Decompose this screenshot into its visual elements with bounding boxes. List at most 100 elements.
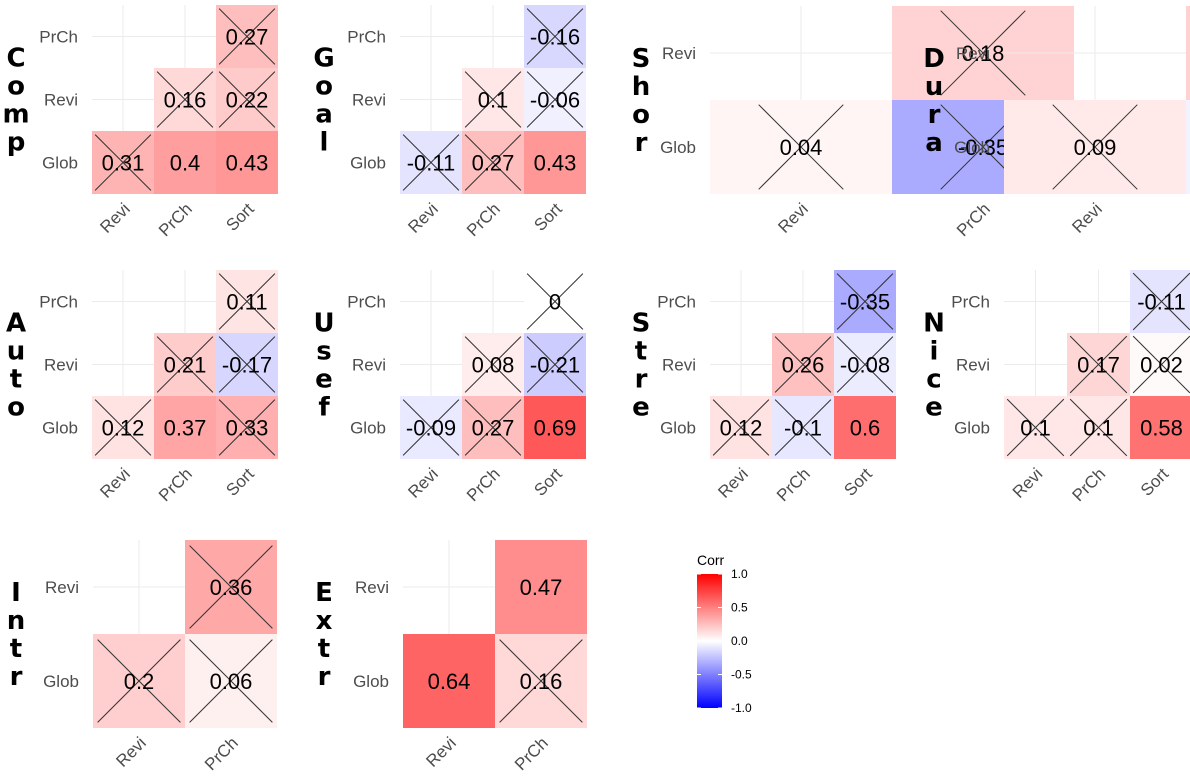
cell-label: 0.1 <box>478 88 509 113</box>
cell-label: 0.64 <box>428 669 471 694</box>
cell-label: 0.58 <box>1140 416 1183 441</box>
x-tick-label: PrCh <box>511 733 552 774</box>
cell-label: -0.1 <box>784 416 822 441</box>
cell-label: 0.06 <box>210 669 253 694</box>
panel-extr: 0.64 0.16 0.47 Glob Revi Revi PrCh E x t r <box>315 540 587 774</box>
cross-mark <box>940 10 1026 96</box>
cell-label: 0.04 <box>780 135 823 160</box>
heatmap-cell <box>1186 100 1190 194</box>
x-tick-label: PrCh <box>1069 464 1110 505</box>
cell-label: 0.12 <box>102 416 145 441</box>
cell-label: -0.35 <box>958 135 1008 160</box>
y-tick-label: PrCh <box>657 293 696 312</box>
panel-dura: 0.09-0.050.19GlobReviReviPrChDura <box>923 6 1190 237</box>
cross-mark <box>712 399 770 456</box>
legend-colorbar <box>697 574 722 708</box>
cell-label: 0.43 <box>534 151 577 176</box>
x-tick-label: PrCh <box>201 733 242 774</box>
cell-label: 0.11 <box>226 290 267 315</box>
cross-mark <box>189 545 273 629</box>
cross-mark <box>774 336 832 393</box>
cell-label: 0.43 <box>226 151 269 176</box>
cross-mark <box>836 336 894 393</box>
y-tick-label: PrCh <box>39 28 78 47</box>
cell-label: 0.26 <box>782 353 825 378</box>
x-tick-label: Revi <box>714 464 751 501</box>
x-tick-label: Revi <box>404 199 441 236</box>
heatmap-cell <box>495 540 587 634</box>
x-tick-label: Revi <box>96 464 133 501</box>
x-tick-label: Sort <box>840 464 876 500</box>
cross-mark <box>97 639 181 723</box>
cell-label: 0.4 <box>170 151 201 176</box>
heatmap-cell <box>524 396 586 459</box>
y-tick-label: Glob <box>660 138 696 157</box>
panel-nice: 0.1 0.1 0.58 0.17 0.02 -0.11 Glob Revi PrCh Revi P… <box>923 270 1190 505</box>
cross-mark <box>1006 398 1065 457</box>
cross-mark <box>94 134 152 191</box>
y-tick-label: Revi <box>662 356 696 375</box>
cell-label: -0.11 <box>1137 290 1186 315</box>
y-tick-label: Glob <box>43 672 79 691</box>
heatmap-cell <box>403 634 495 728</box>
cell-label: -0.35 <box>840 290 890 315</box>
panel-comp: 0.31 0.4 0.43 0.16 0.22 0.27 Glob Revi PrCh Revi P… <box>2 5 278 240</box>
x-tick-label: PrCh <box>155 464 196 505</box>
legend-tick-label: -1.0 <box>731 701 752 715</box>
cell-label: 0.33 <box>226 416 269 441</box>
legend-tick-label: -0.5 <box>731 668 752 682</box>
cell-label: 0.36 <box>210 575 253 600</box>
cross-mark <box>774 399 832 456</box>
y-tick-label: Glob <box>42 419 78 438</box>
x-tick-label: Revi <box>774 199 811 236</box>
cell-label: 0.27 <box>472 151 515 176</box>
cross-mark <box>526 273 584 330</box>
cell-label: 0.12 <box>720 416 763 441</box>
cross-mark <box>218 8 276 65</box>
cell-label: 0.27 <box>226 25 269 50</box>
panel-usef: -0.09 0.27 0.69 0.08 -0.21 0 Glob Revi PrCh Revi P… <box>313 270 586 505</box>
cell-label: 0.27 <box>472 416 515 441</box>
panel-auto: 0.12 0.37 0.33 0.21 -0.17 0.11 Glob Revi PrCh Rev… <box>6 270 278 505</box>
y-tick-label: Glob <box>42 154 78 173</box>
cell-label: -0.06 <box>530 88 580 113</box>
y-tick-label: Glob <box>350 154 386 173</box>
legend-tick-label: 0.0 <box>731 634 748 648</box>
x-tick-label: Sort <box>530 464 566 500</box>
cell-label: 0.69 <box>534 416 577 441</box>
cross-mark <box>218 399 276 456</box>
cross-mark <box>758 104 844 190</box>
cell-label: 0.08 <box>472 353 515 378</box>
cross-mark <box>189 639 273 723</box>
y-tick-label: Revi <box>45 578 79 597</box>
heatmap-cell <box>834 396 896 459</box>
cell-label: 0.17 <box>1077 353 1120 378</box>
cross-mark <box>1052 104 1138 190</box>
y-tick-label: Glob <box>350 419 386 438</box>
cross-mark <box>836 273 894 330</box>
x-tick-label: Sort <box>222 464 258 500</box>
x-tick-label: Sort <box>530 199 566 235</box>
y-tick-label: PrCh <box>951 293 990 312</box>
cross-mark <box>526 336 584 393</box>
cell-label: 0.1 <box>1083 416 1114 441</box>
x-tick-label: Sort <box>1137 464 1173 500</box>
y-tick-label: PrCh <box>347 28 386 47</box>
cross-mark <box>218 273 276 330</box>
cell-label: 0.16 <box>164 88 207 113</box>
y-tick-label: Revi <box>662 44 696 63</box>
legend-tick-label: 1.0 <box>731 567 748 581</box>
cell-label: 0.18 <box>962 41 1005 66</box>
legend-tick-label: 0.5 <box>731 601 748 615</box>
cell-label: -0.08 <box>840 353 890 378</box>
cross-mark <box>218 71 276 128</box>
cell-label: 0.21 <box>164 353 207 378</box>
cell-label: 0.6 <box>850 416 881 441</box>
